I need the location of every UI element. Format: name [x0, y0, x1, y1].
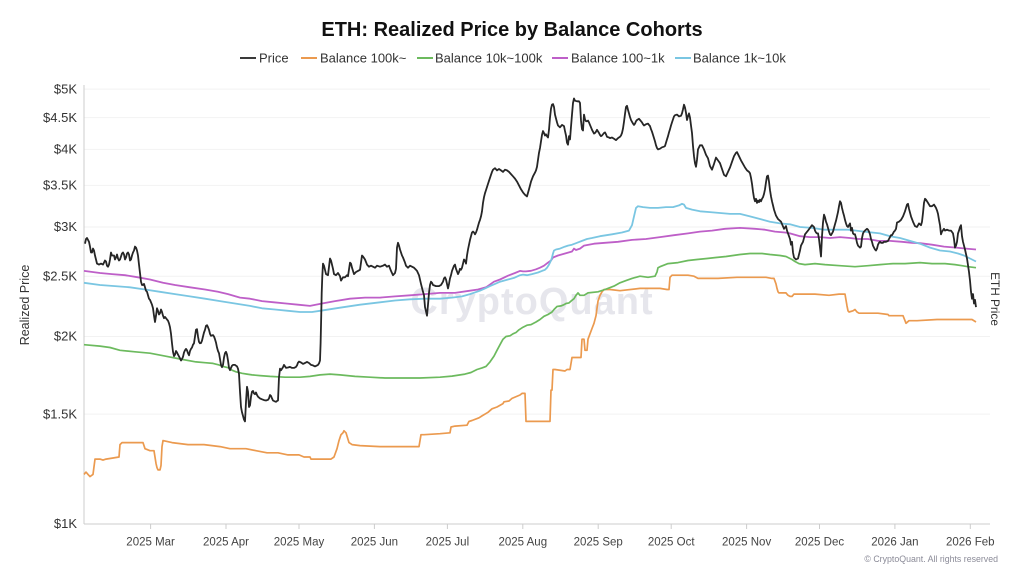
svg-text:Balance 10k~100k: Balance 10k~100k	[435, 51, 543, 66]
svg-text:$1.5K: $1.5K	[43, 406, 77, 421]
svg-text:Price: Price	[259, 51, 289, 66]
svg-text:Balance 100~1k: Balance 100~1k	[571, 51, 665, 66]
svg-text:2026 Jan: 2026 Jan	[871, 537, 918, 549]
svg-text:$3K: $3K	[54, 219, 77, 234]
svg-text:2026 Feb: 2026 Feb	[946, 537, 995, 549]
svg-text:2025 Apr: 2025 Apr	[203, 537, 249, 549]
svg-text:$1K: $1K	[54, 516, 77, 531]
svg-text:$2.5K: $2.5K	[43, 268, 77, 283]
svg-text:$5K: $5K	[54, 81, 77, 96]
svg-text:2025 Oct: 2025 Oct	[648, 537, 695, 549]
svg-text:2025 Jun: 2025 Jun	[351, 537, 398, 549]
svg-text:2025 May: 2025 May	[274, 537, 325, 549]
svg-text:ETH Price: ETH Price	[988, 272, 1002, 326]
svg-text:2025 Mar: 2025 Mar	[126, 537, 175, 549]
svg-text:$4K: $4K	[54, 142, 77, 157]
svg-text:CryptoQuant: CryptoQuant	[410, 281, 653, 323]
svg-text:$2K: $2K	[54, 329, 77, 344]
svg-text:$4.5K: $4.5K	[43, 110, 77, 125]
svg-text:2025 Aug: 2025 Aug	[498, 537, 547, 549]
svg-text:Realized Price: Realized Price	[18, 265, 32, 346]
svg-text:2025 Nov: 2025 Nov	[722, 537, 771, 549]
svg-text:2025 Dec: 2025 Dec	[795, 537, 844, 549]
svg-text:Balance 100k~: Balance 100k~	[320, 51, 407, 66]
svg-text:© CryptoQuant. All rights rese: © CryptoQuant. All rights reserved	[864, 554, 998, 564]
svg-text:2025 Sep: 2025 Sep	[574, 537, 623, 549]
svg-text:Balance 1k~10k: Balance 1k~10k	[693, 51, 786, 66]
svg-text:2025 Jul: 2025 Jul	[426, 537, 469, 549]
svg-text:$3.5K: $3.5K	[43, 178, 77, 193]
svg-text:ETH: Realized Price by Balance: ETH: Realized Price by Balance Cohorts	[321, 19, 702, 41]
